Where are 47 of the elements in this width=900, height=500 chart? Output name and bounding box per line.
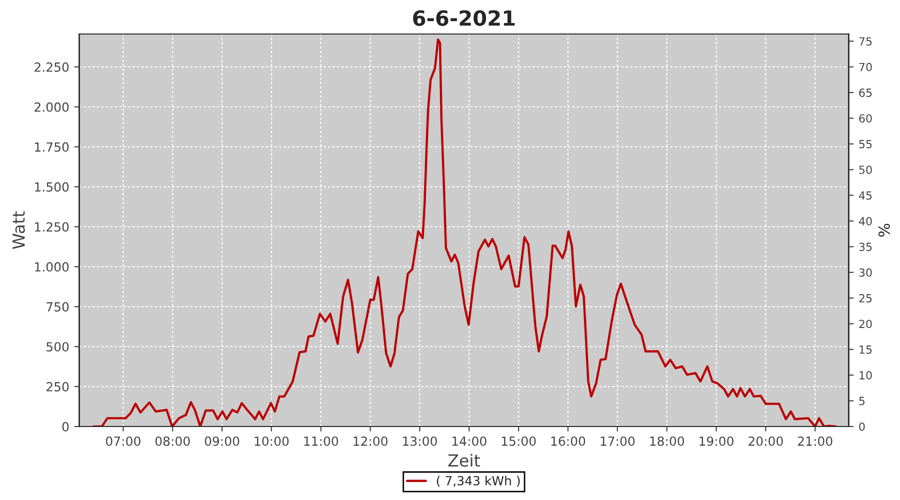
y-tick-label: 0 (62, 422, 69, 432)
y2-tick-label: 65 (859, 88, 872, 97)
y2-tick-label: 30 (859, 268, 872, 277)
y-tick-label: 500 (46, 342, 69, 352)
y2-tick-label: 35 (859, 242, 872, 252)
y2-tick-label: 50 (859, 166, 872, 174)
y2-tick-label: 40 (858, 216, 872, 226)
y-tick-label: 1.500 (35, 182, 69, 192)
y2-tick-label: 5 (859, 396, 865, 406)
y2-tick-label: 45 (858, 191, 872, 200)
y-tick-label: 1.750 (35, 142, 69, 152)
y-tick-label: 1.000 (35, 262, 69, 272)
x-tick-label: 11:00 (304, 436, 338, 446)
x-tick-label: 09:00 (204, 436, 240, 446)
y2-tick-label: 70 (859, 62, 872, 72)
x-tick-label: 12:00 (354, 436, 388, 446)
y-tick-label: 250 (46, 382, 69, 392)
y2-axis-title: % (878, 224, 890, 237)
x-tick-label: 07:00 (106, 436, 140, 446)
x-tick-label: 14:00 (452, 436, 486, 446)
x-tick-label: 15:00 (502, 436, 536, 446)
y2-tick-label: 15 (860, 346, 872, 354)
x-tick-label: 08:00 (155, 436, 190, 446)
y2-tick-label: 75 (859, 37, 872, 46)
y-tick-label: 750 (46, 302, 69, 312)
y2-tick-label: 60 (859, 114, 872, 123)
line-series (92, 38, 837, 426)
y-axis-title: Watt (12, 211, 25, 250)
y2-tick-label: 20 (859, 320, 872, 328)
x-tick-label: 18:00 (650, 436, 684, 446)
legend-label: ( 7,343 kWh ) (436, 476, 520, 487)
x-axis-title: Zeit (448, 454, 480, 467)
y-tick-label: 1.250 (35, 222, 69, 232)
y2-tick-label: 0 (859, 422, 865, 431)
y2-tick-label: 55 (859, 140, 872, 148)
y-tick-label: 2.250 (34, 62, 69, 72)
x-tick-label: 13:00 (403, 436, 437, 446)
x-tick-label: 20:00 (748, 436, 783, 446)
x-tick-label: 19:00 (700, 436, 734, 446)
x-tick-label: 21:00 (798, 436, 832, 446)
y2-tick-label: 25 (859, 294, 872, 302)
chart-title: 6-6-2021 (413, 10, 515, 26)
x-tick-label: 16:00 (551, 436, 586, 446)
x-tick-label: 17:00 (600, 436, 635, 446)
x-tick-label: 10:00 (254, 436, 289, 446)
y-tick-label: 2.000 (34, 102, 69, 112)
y2-tick-label: 10 (860, 371, 872, 380)
